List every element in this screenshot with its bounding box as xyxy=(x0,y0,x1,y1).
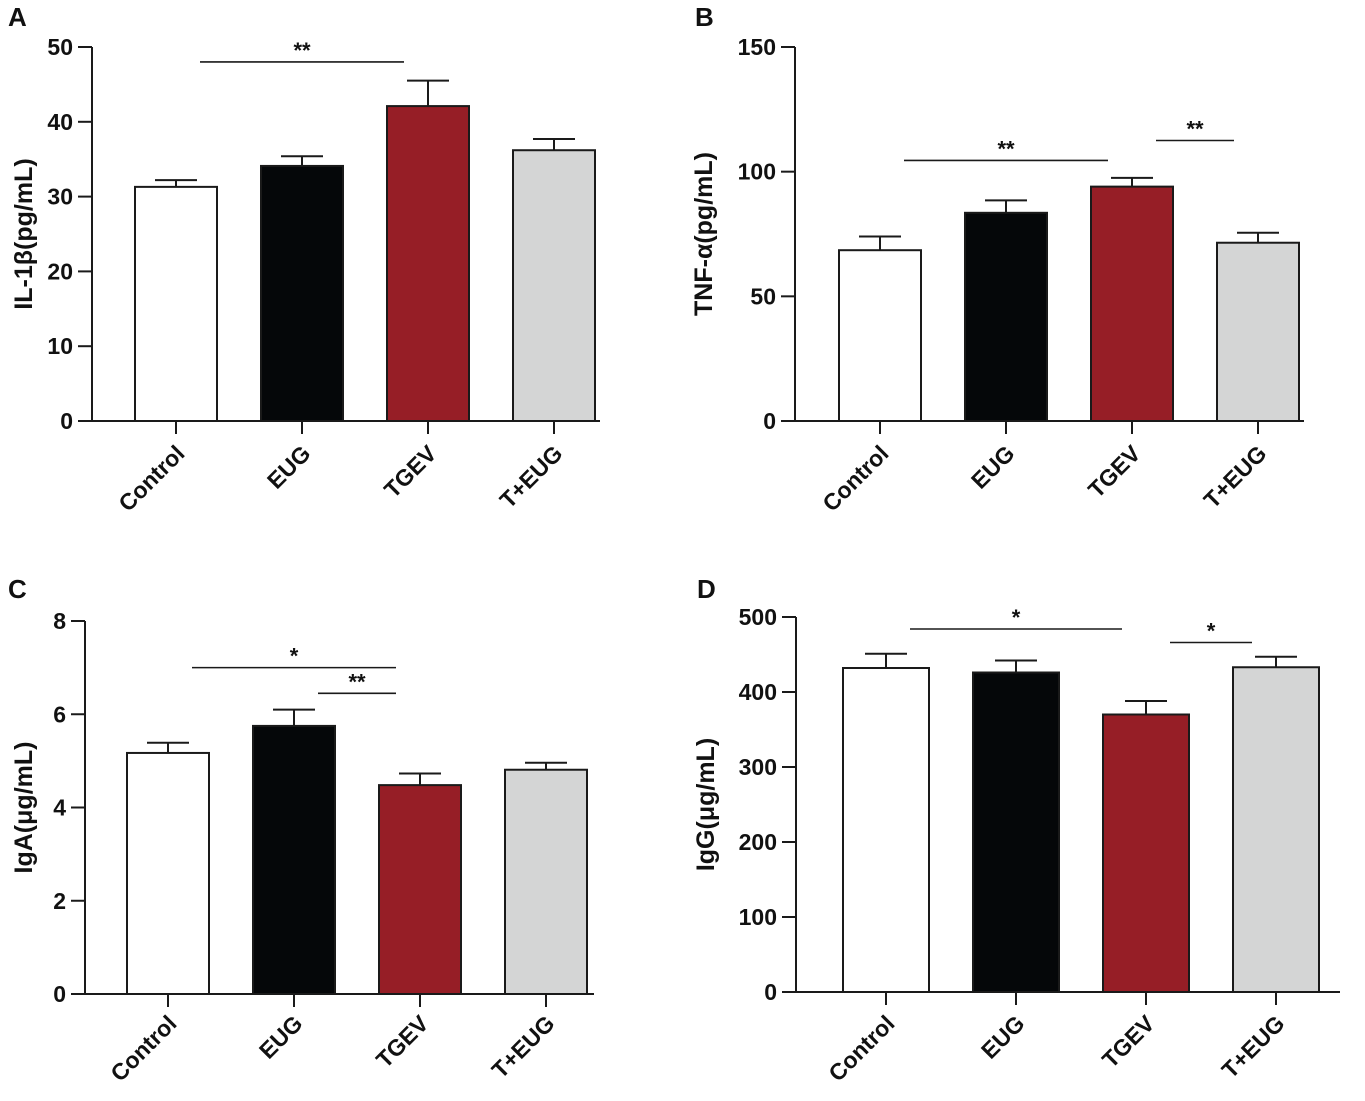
y-tick-label-c-2: 4 xyxy=(53,795,66,821)
y-tick-label-b-0: 0 xyxy=(763,408,776,434)
significance-label-b-1: ** xyxy=(1186,117,1204,142)
y-axis-title-c: IgA(μg/mL) xyxy=(10,742,38,874)
bar-a-eug xyxy=(260,164,344,422)
significance-label-c-1: ** xyxy=(348,669,366,694)
y-axis-title-a: IL-1β(pg/mL) xyxy=(10,158,38,309)
y-tick-label-b-1: 50 xyxy=(750,283,776,309)
panel-letter-c: C xyxy=(8,574,27,604)
bar-c-t-eug xyxy=(504,768,588,996)
bar-d-t-eug xyxy=(1232,666,1320,993)
bar-a-tgev xyxy=(386,105,470,422)
bar-a-control xyxy=(134,185,218,422)
y-tick-label-a-4: 40 xyxy=(47,109,73,135)
x-tick-label-c-tgev: TGEV xyxy=(371,1010,434,1073)
x-tick-label-d-eug: EUG xyxy=(976,1010,1030,1064)
significance-label-c-0: * xyxy=(290,644,299,669)
x-tick-label-b-tgev: TGEV xyxy=(1083,440,1146,503)
bar-b-eug xyxy=(964,211,1048,422)
significance-label-d-0: * xyxy=(1012,605,1021,630)
panel-letter-b: B xyxy=(695,2,714,32)
bar-b-control xyxy=(838,249,922,422)
y-tick-label-a-0: 0 xyxy=(60,408,73,434)
y-tick-label-a-2: 20 xyxy=(47,258,73,284)
y-tick-label-b-3: 150 xyxy=(738,34,776,60)
bar-c-eug xyxy=(252,724,336,995)
x-tick-label-d-t-eug: T+EUG xyxy=(1216,1010,1289,1083)
x-tick-label-b-eug: EUG xyxy=(966,440,1020,494)
bar-a-t-eug xyxy=(512,149,596,422)
bar-b-tgev xyxy=(1090,185,1174,422)
x-tick-label-a-tgev: TGEV xyxy=(379,440,442,503)
y-tick-label-d-2: 200 xyxy=(739,829,777,855)
x-tick-label-c-t-eug: T+EUG xyxy=(486,1010,559,1083)
x-tick-label-d-tgev: TGEV xyxy=(1097,1010,1160,1073)
x-tick-label-c-control: Control xyxy=(105,1010,181,1086)
y-tick-label-d-1: 100 xyxy=(739,904,777,930)
y-tick-label-a-3: 30 xyxy=(47,184,73,210)
bar-b-t-eug xyxy=(1216,241,1300,422)
y-tick-label-a-5: 50 xyxy=(47,34,73,60)
significance-label-b-0: ** xyxy=(997,136,1015,161)
significance-label-a-0: ** xyxy=(293,38,311,63)
y-tick-label-c-0: 0 xyxy=(53,981,66,1007)
panel-letter-a: A xyxy=(8,2,27,32)
bar-c-tgev xyxy=(378,784,462,995)
x-tick-label-a-t-eug: T+EUG xyxy=(494,440,567,513)
bar-c-control xyxy=(126,751,210,995)
x-tick-label-a-eug: EUG xyxy=(262,440,316,494)
y-tick-label-d-3: 300 xyxy=(739,754,777,780)
y-tick-label-d-0: 0 xyxy=(764,979,777,1005)
x-tick-label-c-eug: EUG xyxy=(254,1010,308,1064)
x-tick-label-b-control: Control xyxy=(817,440,893,516)
bar-d-tgev xyxy=(1102,713,1190,993)
y-tick-label-d-4: 400 xyxy=(739,679,777,705)
y-tick-label-a-1: 10 xyxy=(47,333,73,359)
significance-label-d-1: * xyxy=(1207,619,1216,644)
bar-d-eug xyxy=(972,671,1060,993)
x-tick-label-b-t-eug: T+EUG xyxy=(1198,440,1271,513)
y-tick-label-c-4: 8 xyxy=(53,608,66,634)
bar-d-control xyxy=(842,667,930,993)
panel-letter-d: D xyxy=(697,574,716,604)
y-tick-label-c-1: 2 xyxy=(53,888,66,914)
x-tick-label-a-control: Control xyxy=(113,440,189,516)
y-tick-label-c-3: 6 xyxy=(53,701,66,727)
x-tick-label-d-control: Control xyxy=(823,1010,899,1086)
y-tick-label-b-2: 100 xyxy=(738,159,776,185)
y-axis-title-b: TNF-α(pg/mL) xyxy=(690,152,718,316)
y-tick-label-d-5: 500 xyxy=(739,604,777,630)
y-axis-title-d: IgG(μg/mL) xyxy=(692,738,720,871)
